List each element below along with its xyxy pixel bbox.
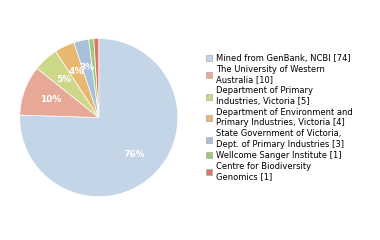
Legend: Mined from GenBank, NCBI [74], The University of Western
Australia [10], Departm: Mined from GenBank, NCBI [74], The Unive… <box>206 54 353 181</box>
Wedge shape <box>94 39 99 118</box>
Wedge shape <box>56 42 99 118</box>
Text: 3%: 3% <box>80 63 95 72</box>
Wedge shape <box>37 51 99 118</box>
Text: 76%: 76% <box>124 150 146 159</box>
Wedge shape <box>20 68 99 118</box>
Text: 10%: 10% <box>40 95 61 104</box>
Text: 5%: 5% <box>57 75 72 84</box>
Text: 4%: 4% <box>69 67 84 76</box>
Wedge shape <box>89 39 99 118</box>
Wedge shape <box>74 39 99 118</box>
Wedge shape <box>20 39 178 197</box>
